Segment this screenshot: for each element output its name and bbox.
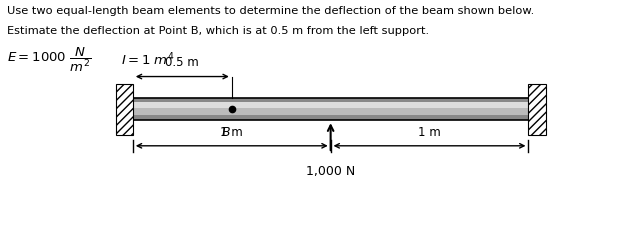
Bar [133,102,528,108]
Text: $I = 1\ m^4$: $I = 1\ m^4$ [121,51,174,68]
Text: Use two equal-length beam elements to determine the deflection of the beam shown: Use two equal-length beam elements to de… [7,6,535,16]
Text: $E = 1000\ \dfrac{N}{m^2}$: $E = 1000\ \dfrac{N}{m^2}$ [7,45,92,74]
Text: 1 m: 1 m [418,126,441,139]
Text: 1,000 N: 1,000 N [306,165,355,178]
Text: 1 m: 1 m [221,126,243,139]
Text: $B$: $B$ [221,126,231,139]
Bar [116,84,133,135]
Text: 0.5 m: 0.5 m [166,56,199,69]
Text: Estimate the deflection at Point B, which is at 0.5 m from the left support.: Estimate the deflection at Point B, whic… [7,26,430,35]
Bar [133,108,528,115]
Bar [133,98,528,120]
Bar [528,84,546,135]
